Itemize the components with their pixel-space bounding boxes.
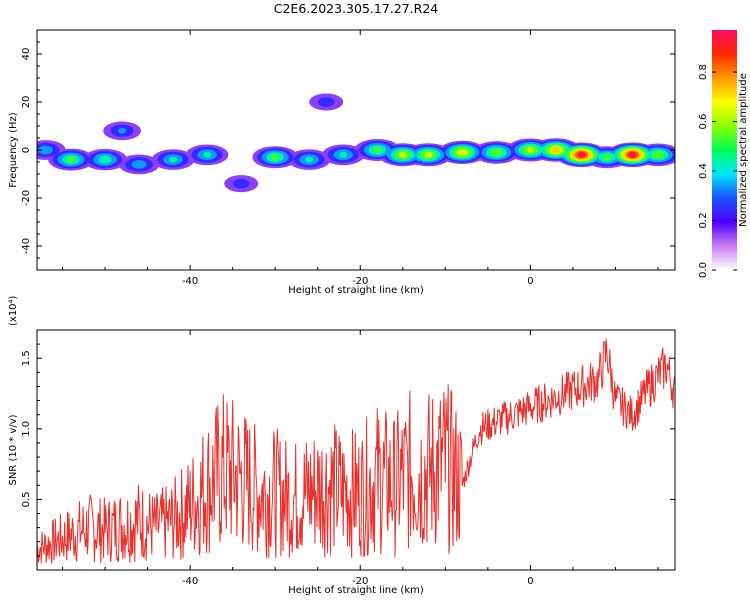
snr-y-label: SNR (10 * v/v) (8, 414, 19, 485)
colorbar-tick-label: 0.6 (698, 114, 709, 130)
heatmap-y-label: Frequency (Hz) (8, 112, 19, 188)
x-tick-label: -40 (182, 576, 198, 587)
heatmap-cell (551, 147, 560, 153)
y-tick-label: 40 (21, 48, 32, 61)
heatmap-x-label: Height of straight line (km) (288, 285, 424, 296)
heatmap-cell (271, 154, 280, 161)
colorbar-gradient (712, 30, 737, 270)
snr-frame (36, 329, 676, 571)
heatmap-cell (305, 156, 314, 163)
x-tick-label: -20 (352, 576, 368, 587)
heatmap-cell (628, 151, 637, 158)
colorbar-label: Normalized spectral amplitude (738, 73, 749, 227)
heatmap-cell (131, 160, 147, 169)
snr-ticks: -40 -20 0 0.5 1.0 1.5 (21, 330, 675, 587)
y-tick-label: 20 (21, 96, 32, 109)
colorbar-tick-label: 0.0 (698, 262, 709, 278)
y-tick-label: 0 (21, 147, 32, 153)
heatmap-cell (339, 151, 348, 158)
chart-title: C2E6.2023.305.17.27.R24 (274, 1, 439, 16)
colorbar-ticks: 0.0 0.2 0.4 0.6 0.8 (698, 64, 737, 278)
heatmap-cell (490, 148, 503, 157)
heatmap-cell (577, 151, 586, 158)
heatmap-cells (37, 93, 675, 193)
heatmap-cell (317, 97, 335, 107)
colorbar-tick-label: 0.8 (698, 64, 709, 80)
y-tick-label: 0.5 (21, 491, 32, 507)
x-tick-label: 0 (527, 276, 533, 287)
snr-panel: -40 -20 0 0.5 1.0 1.5 Height of straight line… (8, 295, 676, 596)
heatmap-cell (398, 151, 407, 158)
x-tick-label: -40 (182, 276, 198, 287)
y-tick-label: 1.0 (21, 421, 32, 437)
heatmap-panel: -40 -20 0 -40 -20 0 20 40 Height of straight li… (8, 29, 676, 296)
colorbar-tick-label: 0.2 (698, 213, 709, 229)
heatmap-cell (203, 151, 212, 158)
x-tick-label: -20 (352, 276, 368, 287)
colorbar-tick-label: 0.4 (698, 163, 709, 179)
heatmap-cell (424, 151, 433, 158)
snr-y-multiplier: (x10⁴) (8, 295, 19, 326)
heatmap-cell (169, 156, 178, 163)
heatmap-cell (651, 150, 665, 159)
heatmap-cell (232, 178, 250, 189)
y-tick-label: 1.5 (21, 350, 32, 366)
y-tick-label: -40 (21, 238, 32, 254)
heatmap-cell (38, 145, 53, 155)
colorbar: 0.0 0.2 0.4 0.6 0.8 Normalized spectral ampl… (698, 30, 749, 278)
x-tick-label: 0 (527, 576, 533, 587)
heatmap-cell (456, 148, 469, 157)
heatmap-cell (602, 154, 611, 161)
heatmap-cell (118, 127, 127, 134)
snr-series-line (37, 338, 675, 564)
snr-x-label: Height of straight line (km) (288, 585, 424, 596)
heatmap-ticks: -40 -20 0 -40 -20 0 20 40 (21, 30, 675, 287)
y-tick-label: -20 (21, 190, 32, 206)
heatmap-cell (373, 147, 382, 153)
heatmap-cell (526, 147, 535, 153)
heatmap-cell (67, 156, 75, 163)
heatmap-cell (98, 155, 112, 164)
